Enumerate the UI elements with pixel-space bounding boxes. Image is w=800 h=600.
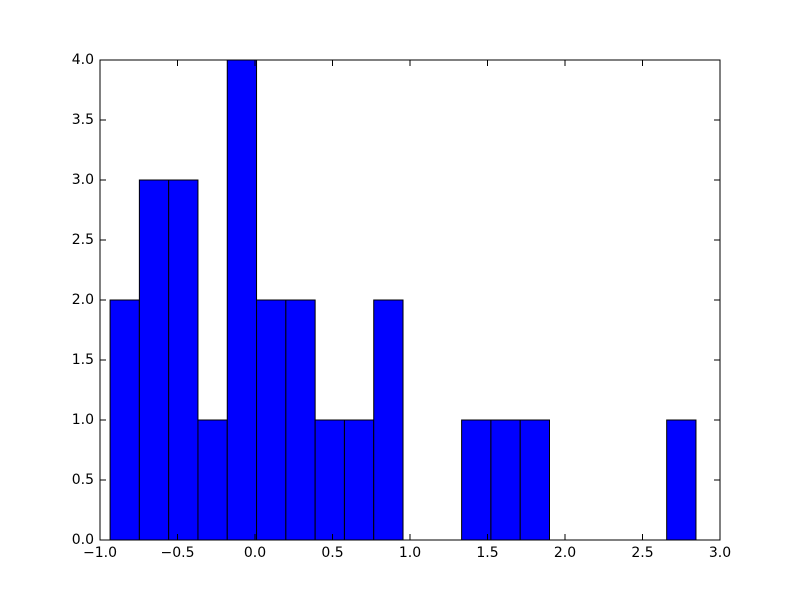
bar [109,299,140,541]
y-tick-label: 0.0 [72,532,94,548]
bar [490,419,521,541]
bar [197,419,228,541]
x-tick-label: 2.5 [631,545,653,561]
y-tick-label: 4.0 [72,52,94,68]
bar [168,179,199,541]
x-tick-label: −0.5 [161,545,195,561]
y-tick-label: 3.5 [72,112,94,128]
x-tick-label: 0.5 [321,545,343,561]
y-tick-label: 3.0 [72,172,94,188]
bar [285,299,316,541]
x-tick-label: 0.0 [244,545,266,561]
bar [373,299,404,541]
bar [343,419,375,541]
bar [519,419,551,541]
bar [461,419,492,541]
y-tick-label: 1.0 [72,412,94,428]
x-tick-label: 2.0 [554,545,576,561]
y-tick-label: 1.5 [72,352,94,368]
y-tick-label: 2.5 [72,232,94,248]
x-tick-label: 1.5 [476,545,498,561]
bar [666,419,697,541]
x-tick-label: 1.0 [399,545,421,561]
bar [226,59,258,541]
bar [314,419,345,541]
bar [138,179,170,541]
y-tick-label: 0.5 [72,472,94,488]
y-tick-label: 2.0 [72,292,94,308]
x-tick-label: −1.0 [83,545,117,561]
bar [256,299,287,541]
x-tick-label: 3.0 [709,545,731,561]
